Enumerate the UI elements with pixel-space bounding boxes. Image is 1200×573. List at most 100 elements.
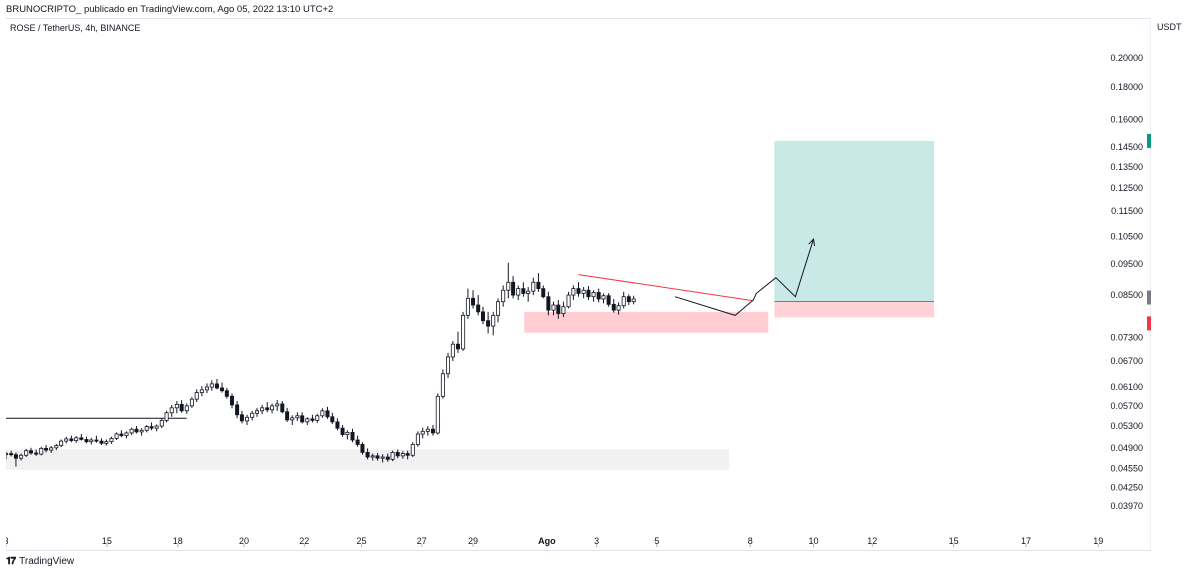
candle: [64, 438, 69, 442]
candle: [405, 453, 410, 456]
candle: [551, 304, 556, 311]
candle: [109, 437, 114, 443]
candle: [455, 343, 460, 350]
candle: [295, 415, 300, 419]
descending-trendline: [578, 274, 754, 302]
candle: [561, 306, 566, 315]
candle: [340, 427, 345, 435]
candle: [385, 456, 390, 460]
candle: [204, 386, 209, 391]
candle: [134, 428, 139, 433]
candle: [254, 410, 259, 414]
arrow-head-icon: [808, 238, 816, 247]
candle: [229, 395, 234, 406]
candle: [375, 455, 380, 459]
demand-zone: [6, 449, 730, 470]
zones-layer: [6, 140, 935, 470]
candle: [631, 298, 636, 303]
candle: [54, 445, 59, 449]
candle: [606, 295, 611, 305]
candle: [19, 454, 24, 459]
candle: [94, 439, 99, 442]
stop-zone: [774, 301, 935, 318]
candle: [410, 444, 415, 456]
candle: [450, 343, 455, 358]
candle: [84, 439, 89, 443]
candle: [6, 453, 9, 456]
candle: [616, 305, 621, 311]
candle: [164, 412, 169, 421]
candle: [280, 403, 285, 413]
candle: [350, 432, 355, 441]
candle: [501, 289, 506, 303]
candle: [275, 403, 280, 407]
candle: [69, 438, 74, 441]
candle: [480, 311, 485, 322]
chart-frame[interactable]: ROSE / TetherUS, 4h, BINANCE 0.20000 0.18…: [6, 18, 1151, 551]
candles-layer: [6, 262, 636, 467]
candle: [114, 433, 119, 439]
candle: [199, 389, 204, 393]
candle: [511, 281, 516, 296]
candle: [24, 450, 29, 456]
candle: [491, 314, 496, 327]
currency-label: USDT: [1157, 22, 1182, 32]
candle: [496, 301, 501, 316]
candle: [596, 292, 601, 300]
candle: [521, 288, 526, 294]
candle: [471, 297, 476, 306]
candle: [390, 451, 395, 460]
candle: [129, 428, 134, 434]
candle: [144, 426, 149, 431]
candle: [440, 373, 445, 397]
candle: [536, 281, 541, 290]
consolidation-stop-zone: [524, 311, 769, 333]
candle: [581, 289, 586, 294]
candle: [425, 428, 430, 432]
candle: [34, 452, 39, 455]
candle: [149, 426, 154, 429]
candle: [79, 437, 84, 440]
candle: [59, 440, 64, 446]
candle: [611, 303, 616, 311]
candle: [285, 411, 290, 421]
candle: [446, 356, 451, 375]
candle: [345, 432, 350, 435]
candle: [541, 288, 546, 298]
chart-title: ROSE / TetherUS, 4h, BINANCE: [10, 23, 140, 33]
candle: [239, 414, 244, 422]
candle: [159, 419, 164, 427]
candle: [189, 398, 194, 407]
candle: [235, 404, 240, 416]
candle: [44, 447, 49, 451]
candle: [270, 405, 275, 411]
candle: [250, 412, 255, 418]
candle: [260, 407, 265, 412]
candle: [209, 383, 214, 388]
candle: [360, 444, 365, 453]
candle: [320, 410, 325, 417]
candle: [104, 441, 109, 444]
candle: [400, 453, 405, 457]
candle: [546, 296, 551, 311]
candle: [174, 404, 179, 409]
candle: [194, 392, 199, 400]
candle: [526, 290, 531, 294]
candle: [566, 294, 571, 308]
candle: [325, 410, 330, 418]
candle: [39, 447, 44, 455]
candle: [139, 429, 144, 433]
candle: [13, 454, 18, 459]
candle: [430, 428, 435, 434]
candle: [214, 383, 219, 389]
candle: [476, 304, 481, 313]
candle: [571, 288, 576, 296]
price-chart[interactable]: ROSE / TetherUS, 4h, BINANCE: [6, 19, 1151, 550]
candle: [49, 447, 54, 451]
projection-path: [674, 238, 814, 316]
candle: [435, 395, 440, 434]
candle: [516, 288, 521, 296]
candle: [265, 407, 270, 411]
candle: [220, 387, 225, 392]
tv-logo-icon: 𝟏𝟕: [6, 556, 16, 567]
